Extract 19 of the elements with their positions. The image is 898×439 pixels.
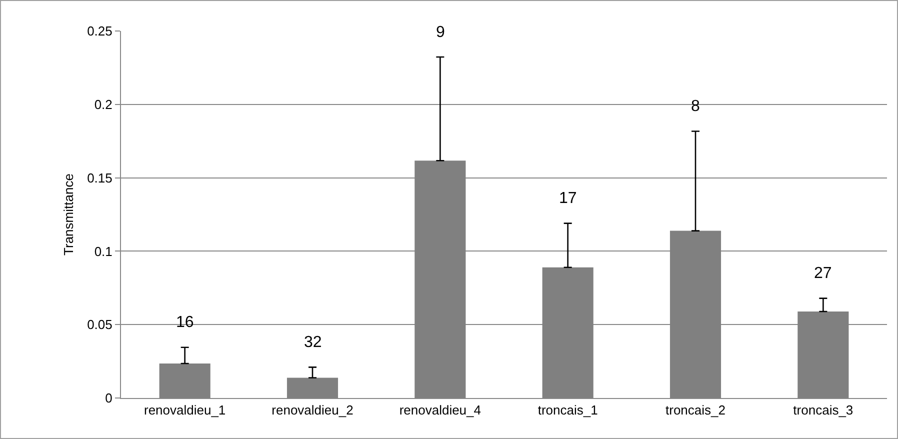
x-tick-label: troncais_1 [538,402,598,418]
y-axis-title: Transmittance [61,174,76,256]
y-tick-label: 0.05 [87,317,112,332]
x-tick-label: troncais_3 [793,402,854,418]
x-tick-label: renovaldieu_1 [144,402,226,418]
annotation: 17 [559,190,577,207]
x-tick-label: renovaldieu_2 [272,402,354,418]
y-tick-label: 0 [105,390,112,406]
y-tick-label: 0.25 [87,24,112,39]
annotation: 32 [304,334,322,351]
y-tick-label: 0.15 [87,170,112,186]
annotation: 16 [176,314,194,331]
annotation: 8 [691,98,700,115]
x-tick-label: troncais_2 [666,402,726,418]
y-tick-label: 0.1 [94,244,112,259]
annotation: 9 [436,24,445,41]
x-tick-label: renovaldieu_4 [399,402,482,418]
annotation: 27 [814,265,832,282]
y-tick-label: 0.2 [94,96,112,112]
